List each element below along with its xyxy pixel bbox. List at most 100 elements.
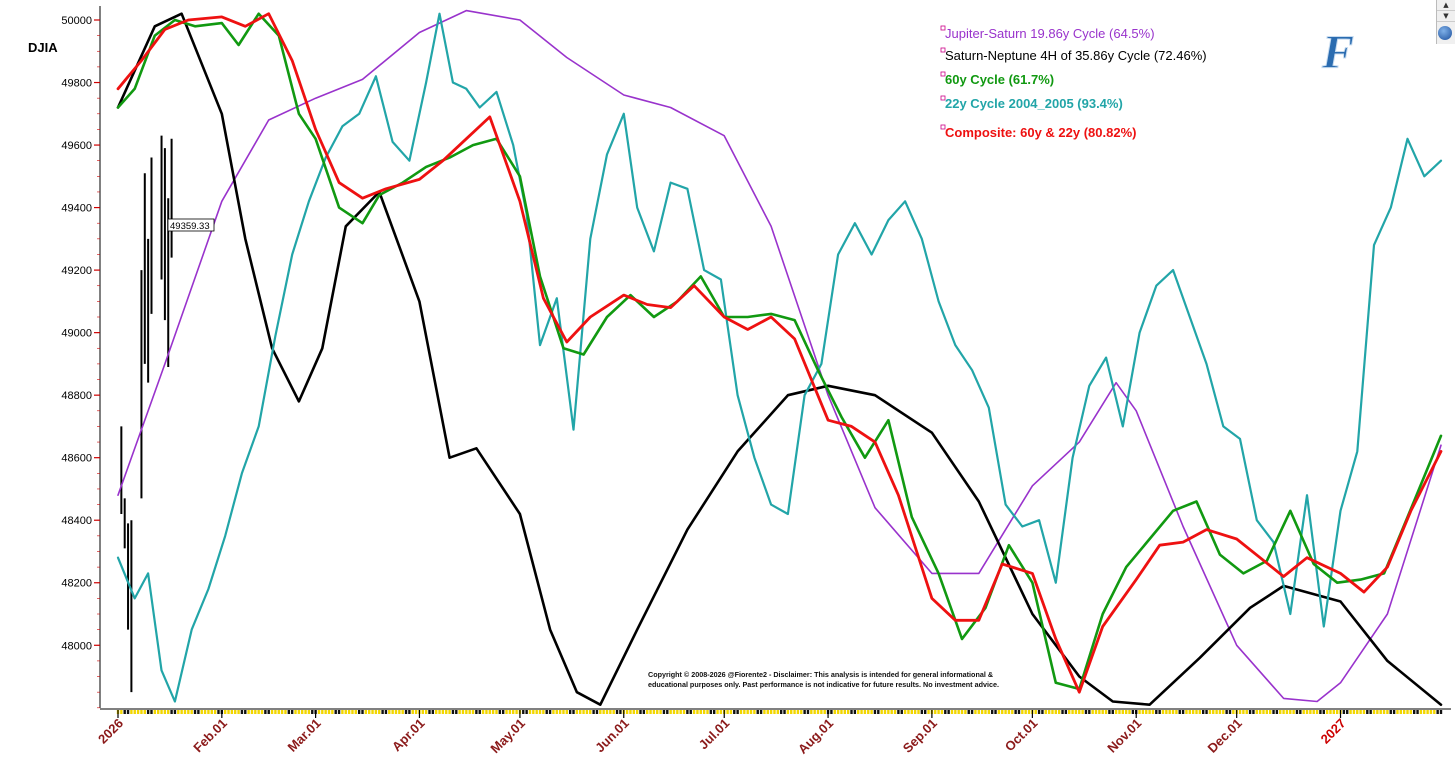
y-tick-label: 49000 <box>61 328 92 340</box>
x-day-tick <box>923 710 927 714</box>
x-day-tick <box>445 710 448 714</box>
x-day-tick <box>341 710 344 714</box>
x-day-tick <box>1299 710 1302 714</box>
x-day-tick <box>1027 710 1031 714</box>
scroll-up-button[interactable]: ▲ <box>1437 0 1455 11</box>
x-day-tick <box>816 710 820 714</box>
x-day-tick <box>813 710 816 714</box>
x-day-tick <box>1165 710 1168 714</box>
x-day-tick <box>582 710 585 714</box>
x-day-tick <box>424 710 428 714</box>
x-day-tick <box>900 710 903 714</box>
x-day-tick <box>505 710 508 714</box>
x-day-tick <box>257 710 260 714</box>
x-day-tick <box>317 710 321 714</box>
watermark-logo: F <box>1321 26 1354 79</box>
x-day-tick <box>414 710 418 714</box>
x-day-tick <box>1305 710 1309 714</box>
x-day-tick <box>980 710 984 714</box>
x-day-tick <box>431 710 435 714</box>
x-day-tick <box>304 710 307 714</box>
x-day-tick <box>1128 710 1131 714</box>
x-day-tick <box>1171 710 1175 714</box>
x-day-tick <box>274 710 277 714</box>
x-day-tick <box>183 710 187 714</box>
x-day-tick <box>1175 710 1178 714</box>
x-day-tick <box>1024 710 1027 714</box>
x-day-tick <box>793 710 796 714</box>
x-day-tick <box>1114 710 1118 714</box>
x-day-tick <box>465 710 468 714</box>
x-day-tick <box>378 710 381 714</box>
x-day-tick <box>468 710 471 714</box>
x-day-tick <box>756 710 759 714</box>
x-day-tick <box>401 710 404 714</box>
scroll-down-button[interactable]: ▼ <box>1437 11 1455 22</box>
x-day-tick <box>790 710 793 714</box>
copyright-line: educational purposes only. Past performa… <box>648 680 999 689</box>
x-day-tick <box>1158 710 1161 714</box>
x-day-tick <box>1399 710 1403 714</box>
x-day-tick <box>1242 710 1245 714</box>
x-day-tick <box>646 710 649 714</box>
legend-entry: Jupiter-Saturn 19.86y Cycle (64.5%) <box>945 26 1155 41</box>
x-day-tick <box>679 710 682 714</box>
x-day-tick <box>153 710 157 714</box>
x-tick-label: Mar.01 <box>285 716 324 755</box>
x-day-tick <box>639 710 642 714</box>
x-day-tick <box>301 710 304 714</box>
globe-icon[interactable] <box>1438 26 1452 40</box>
x-day-tick <box>1228 710 1232 714</box>
x-day-tick <box>736 710 739 714</box>
x-tick-label: Jul.01 <box>696 716 733 753</box>
x-day-tick <box>1124 710 1128 714</box>
y-tick-label: 50000 <box>61 15 92 27</box>
x-day-tick <box>1379 710 1382 714</box>
x-day-tick <box>595 710 599 714</box>
x-day-tick <box>1416 710 1419 714</box>
legend-entry: Composite: 60y & 22y (80.82%) <box>945 125 1136 140</box>
x-day-tick <box>331 710 334 714</box>
x-day-tick <box>676 710 679 714</box>
x-day-tick <box>1044 710 1047 714</box>
x-day-tick <box>987 710 991 714</box>
x-day-tick <box>893 710 897 714</box>
x-day-tick <box>743 710 746 714</box>
x-day-tick <box>371 710 374 714</box>
x-day-tick <box>605 710 609 714</box>
x-day-tick <box>625 710 629 714</box>
x-day-tick <box>1389 710 1392 714</box>
y-tick-label: 49800 <box>61 78 92 90</box>
x-day-tick <box>763 710 766 714</box>
x-day-tick <box>954 710 957 714</box>
x-day-tick <box>1248 710 1252 714</box>
x-day-tick <box>1155 710 1158 714</box>
x-day-tick <box>672 710 676 714</box>
x-day-tick <box>692 710 696 714</box>
x-day-tick <box>649 710 652 714</box>
x-day-tick <box>223 710 227 714</box>
x-day-tick <box>1078 710 1081 714</box>
x-day-tick <box>1423 710 1426 714</box>
legend-entry: 22y Cycle 2004_2005 (93.4%) <box>945 96 1123 111</box>
x-day-tick <box>284 710 287 714</box>
x-day-tick <box>528 710 532 714</box>
x-day-tick <box>820 710 823 714</box>
x-day-tick <box>1359 710 1362 714</box>
x-day-tick <box>495 710 498 714</box>
x-day-tick <box>327 710 331 714</box>
x-day-tick <box>1245 710 1248 714</box>
price-bars <box>120 135 173 693</box>
x-day-tick <box>1346 710 1349 714</box>
x-day-tick <box>213 710 217 714</box>
x-day-tick <box>552 710 555 714</box>
x-tick-label: Feb.01 <box>190 716 230 756</box>
series-line <box>116 12 1443 691</box>
x-day-tick <box>451 710 455 714</box>
series-line <box>116 12 1443 707</box>
x-day-tick <box>1188 710 1191 714</box>
x-day-tick <box>880 710 883 714</box>
x-day-tick <box>1064 710 1068 714</box>
x-day-tick <box>290 710 294 714</box>
